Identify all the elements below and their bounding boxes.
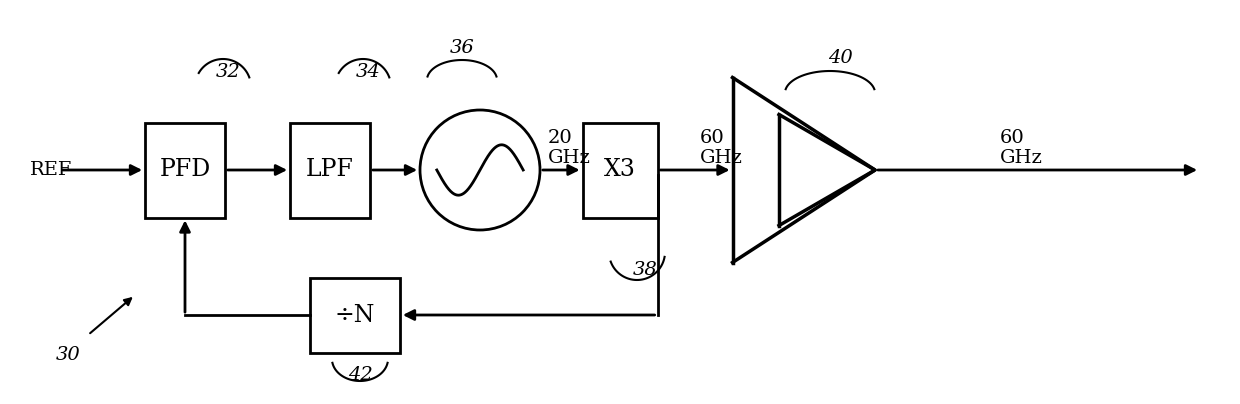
Text: 30: 30 [56,346,81,364]
Text: 34: 34 [356,63,381,81]
Text: 60
GHz: 60 GHz [999,129,1043,167]
Bar [290,122,370,217]
Text: PFD: PFD [160,158,211,181]
Text: 32: 32 [216,63,241,81]
Bar [583,122,657,217]
Text: ÷N: ÷N [335,303,376,326]
Text: 60
GHz: 60 GHz [701,129,743,167]
Text: X3: X3 [604,158,636,181]
Bar [145,122,224,217]
Text: 42: 42 [347,366,372,384]
Text: 40: 40 [827,49,852,67]
Text: REF: REF [30,161,72,179]
Text: 38: 38 [632,261,657,279]
Bar [310,278,401,353]
Text: 20
GHz: 20 GHz [548,129,591,167]
Text: 36: 36 [450,39,475,57]
Text: LPF: LPF [306,158,353,181]
